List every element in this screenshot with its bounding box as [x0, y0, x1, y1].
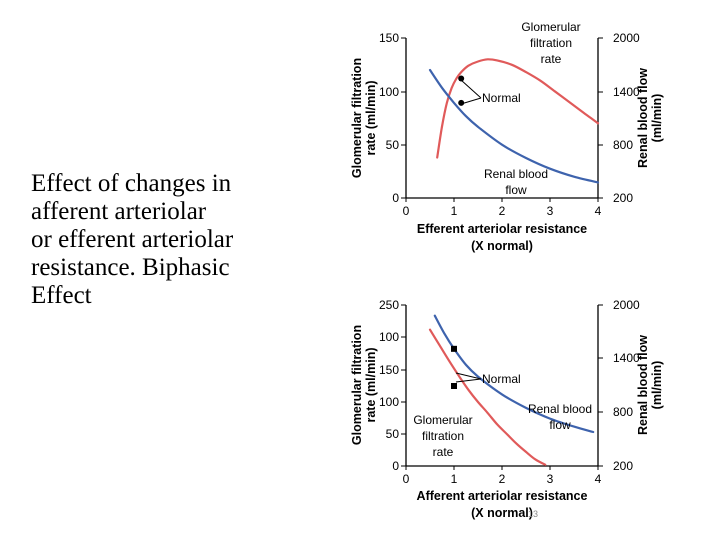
right-axis-label: (ml/min) — [650, 361, 664, 410]
normal-point — [458, 99, 465, 106]
right-axis-label: Renal blood flow — [636, 68, 650, 168]
left-axis-label: rate (ml/min) — [364, 347, 378, 422]
right-tick-label: 200 — [613, 191, 633, 205]
x-tick-label: 0 — [403, 204, 410, 218]
caption-line: Effect — [31, 282, 92, 309]
left-axis-label: Glomerular filtration — [350, 58, 364, 178]
x-tick-label: 3 — [547, 204, 554, 218]
x-tick-label: 2 — [499, 472, 506, 486]
left-axis-label: Glomerular filtration — [350, 325, 364, 445]
gfr-series-line — [436, 58, 600, 159]
x-axis-label: Efferent arteriolar resistance — [417, 222, 587, 236]
right-tick-label: 2000 — [613, 298, 640, 312]
left-tick-label: 150 — [379, 363, 399, 377]
left-tick-label: 250 — [379, 298, 399, 312]
series-label: Glomerular — [521, 20, 580, 34]
series-label: Renal blood — [484, 167, 548, 181]
left-tick-label: 150 — [379, 31, 399, 45]
right-tick-label: 800 — [613, 405, 633, 419]
left-tick-label: 0 — [392, 191, 399, 205]
x-tick-label: 0 — [403, 472, 410, 486]
right-axis-label: (ml/min) — [650, 94, 664, 143]
caption-line: afferent arteriolar — [31, 198, 207, 225]
x-axis-label: (X normal) — [471, 239, 533, 253]
rbf-series-line — [433, 314, 595, 434]
left-tick-label: 100 — [379, 85, 399, 99]
normal-arrow — [460, 79, 482, 99]
x-tick-label: 4 — [595, 472, 602, 486]
x-tick-label: 2 — [499, 204, 506, 218]
x-tick-label: 1 — [451, 204, 458, 218]
normal-point — [451, 345, 457, 352]
rbf-series-line — [428, 68, 600, 184]
caption-line: resistance. Biphasic — [31, 254, 230, 281]
series-label: filtration — [422, 429, 464, 443]
left-tick-label: 50 — [386, 427, 400, 441]
normal-point — [458, 75, 465, 82]
x-tick-label: 1 — [451, 472, 458, 486]
right-tick-label: 800 — [613, 138, 633, 152]
right-tick-label: 200 — [613, 459, 633, 473]
caption: Effect of changes in afferent arteriolar… — [31, 170, 301, 310]
series-label: flow — [549, 418, 571, 432]
normal-point — [451, 383, 457, 389]
left-axis-label: rate (ml/min) — [364, 80, 378, 155]
left-tick-label: 100 — [379, 330, 399, 344]
x-tick-label: 3 — [547, 472, 554, 486]
normal-annotation: Normal — [482, 372, 521, 386]
gfr-series-line — [428, 328, 547, 466]
x-axis-label: (X normal) — [471, 506, 533, 520]
series-label: Renal blood — [528, 402, 592, 416]
x-axis-label: Afferent arteriolar resistance — [417, 489, 588, 503]
series-label: rate — [433, 445, 454, 459]
normal-arrow — [460, 97, 482, 105]
series-label: Glomerular — [413, 413, 472, 427]
x-tick-label: 4 — [595, 204, 602, 218]
series-label: filtration — [530, 36, 572, 50]
right-tick-label: 1400 — [613, 85, 640, 99]
left-tick-label: 100 — [379, 395, 399, 409]
right-axis-label: Renal blood flow — [636, 335, 650, 435]
normal-arrow — [455, 378, 482, 383]
normal-arrow — [455, 372, 482, 380]
caption-line: or efferent arteriolar — [31, 226, 234, 253]
right-tick-label: 1400 — [613, 351, 640, 365]
page-number: 13 — [528, 509, 538, 519]
left-tick-label: 0 — [392, 459, 399, 473]
left-tick-label: 50 — [386, 138, 400, 152]
right-tick-label: 2000 — [613, 31, 640, 45]
series-label: rate — [541, 52, 562, 66]
normal-annotation: Normal — [482, 91, 521, 105]
series-label: flow — [505, 183, 527, 197]
caption-line: Effect of changes in — [31, 170, 232, 197]
